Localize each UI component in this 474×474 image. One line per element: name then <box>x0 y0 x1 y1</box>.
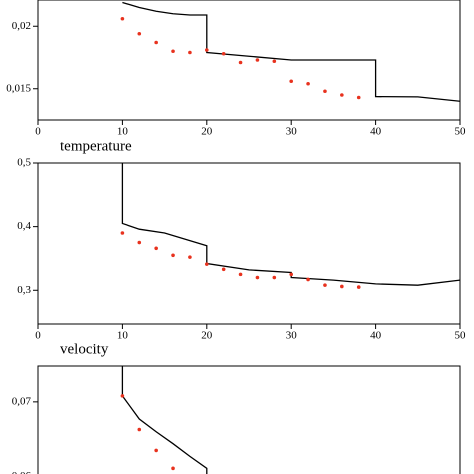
point <box>340 284 344 289</box>
x-tick-label: 20 <box>201 126 213 138</box>
x-tick-label: 50 <box>455 330 467 342</box>
point <box>356 95 361 100</box>
y-tick-label: 0,3 <box>17 284 31 296</box>
point <box>171 253 175 258</box>
x-tick-label: 30 <box>286 330 298 342</box>
x-tick-label: 0 <box>35 126 41 138</box>
point <box>272 59 277 64</box>
x-tick-label: 10 <box>117 330 129 342</box>
x-tick-label: 20 <box>201 330 213 342</box>
point <box>154 246 158 251</box>
plot-frame <box>37 0 461 121</box>
point <box>171 49 175 54</box>
point <box>289 79 294 84</box>
x-tick-label: 40 <box>370 126 382 138</box>
line <box>121 366 208 474</box>
point <box>306 277 310 282</box>
point <box>205 262 209 266</box>
point <box>323 283 327 287</box>
y-tick-label: 0,5 <box>17 157 31 169</box>
point <box>205 48 209 52</box>
point <box>171 466 175 471</box>
point <box>340 93 344 97</box>
y-tick-label: 0,02 <box>12 20 31 32</box>
point <box>238 272 243 277</box>
x-tick-label: 30 <box>286 126 298 138</box>
point <box>154 40 158 45</box>
point <box>289 272 294 277</box>
point <box>255 275 260 280</box>
x-tick-label: 50 <box>455 126 467 138</box>
point <box>323 89 327 94</box>
plot-frame <box>37 365 461 474</box>
y-tick-label: 0,015 <box>6 82 31 94</box>
panel-title: temperature <box>60 138 132 154</box>
point <box>154 448 158 453</box>
x-tick-label: 0 <box>35 330 41 342</box>
point <box>120 394 125 398</box>
point <box>137 31 142 36</box>
point <box>306 81 310 86</box>
point <box>120 231 125 235</box>
point <box>188 50 192 55</box>
point <box>188 255 192 259</box>
line <box>122 1 460 102</box>
point <box>221 267 226 272</box>
point <box>221 51 226 56</box>
point <box>272 275 277 280</box>
line <box>121 163 460 286</box>
x-tick-label: 40 <box>370 330 382 342</box>
y-tick-label: 0,4 <box>17 220 31 232</box>
panel-title: velocity <box>60 341 109 357</box>
plot-frame <box>37 162 461 325</box>
point <box>356 285 361 289</box>
point <box>137 240 142 245</box>
y-tick-label: 0,07 <box>12 395 32 407</box>
point <box>120 16 125 21</box>
point <box>238 60 243 65</box>
x-tick-label: 10 <box>117 126 129 138</box>
point <box>137 427 142 432</box>
y-tick-label: 0,06 <box>12 470 32 474</box>
point <box>255 58 260 62</box>
